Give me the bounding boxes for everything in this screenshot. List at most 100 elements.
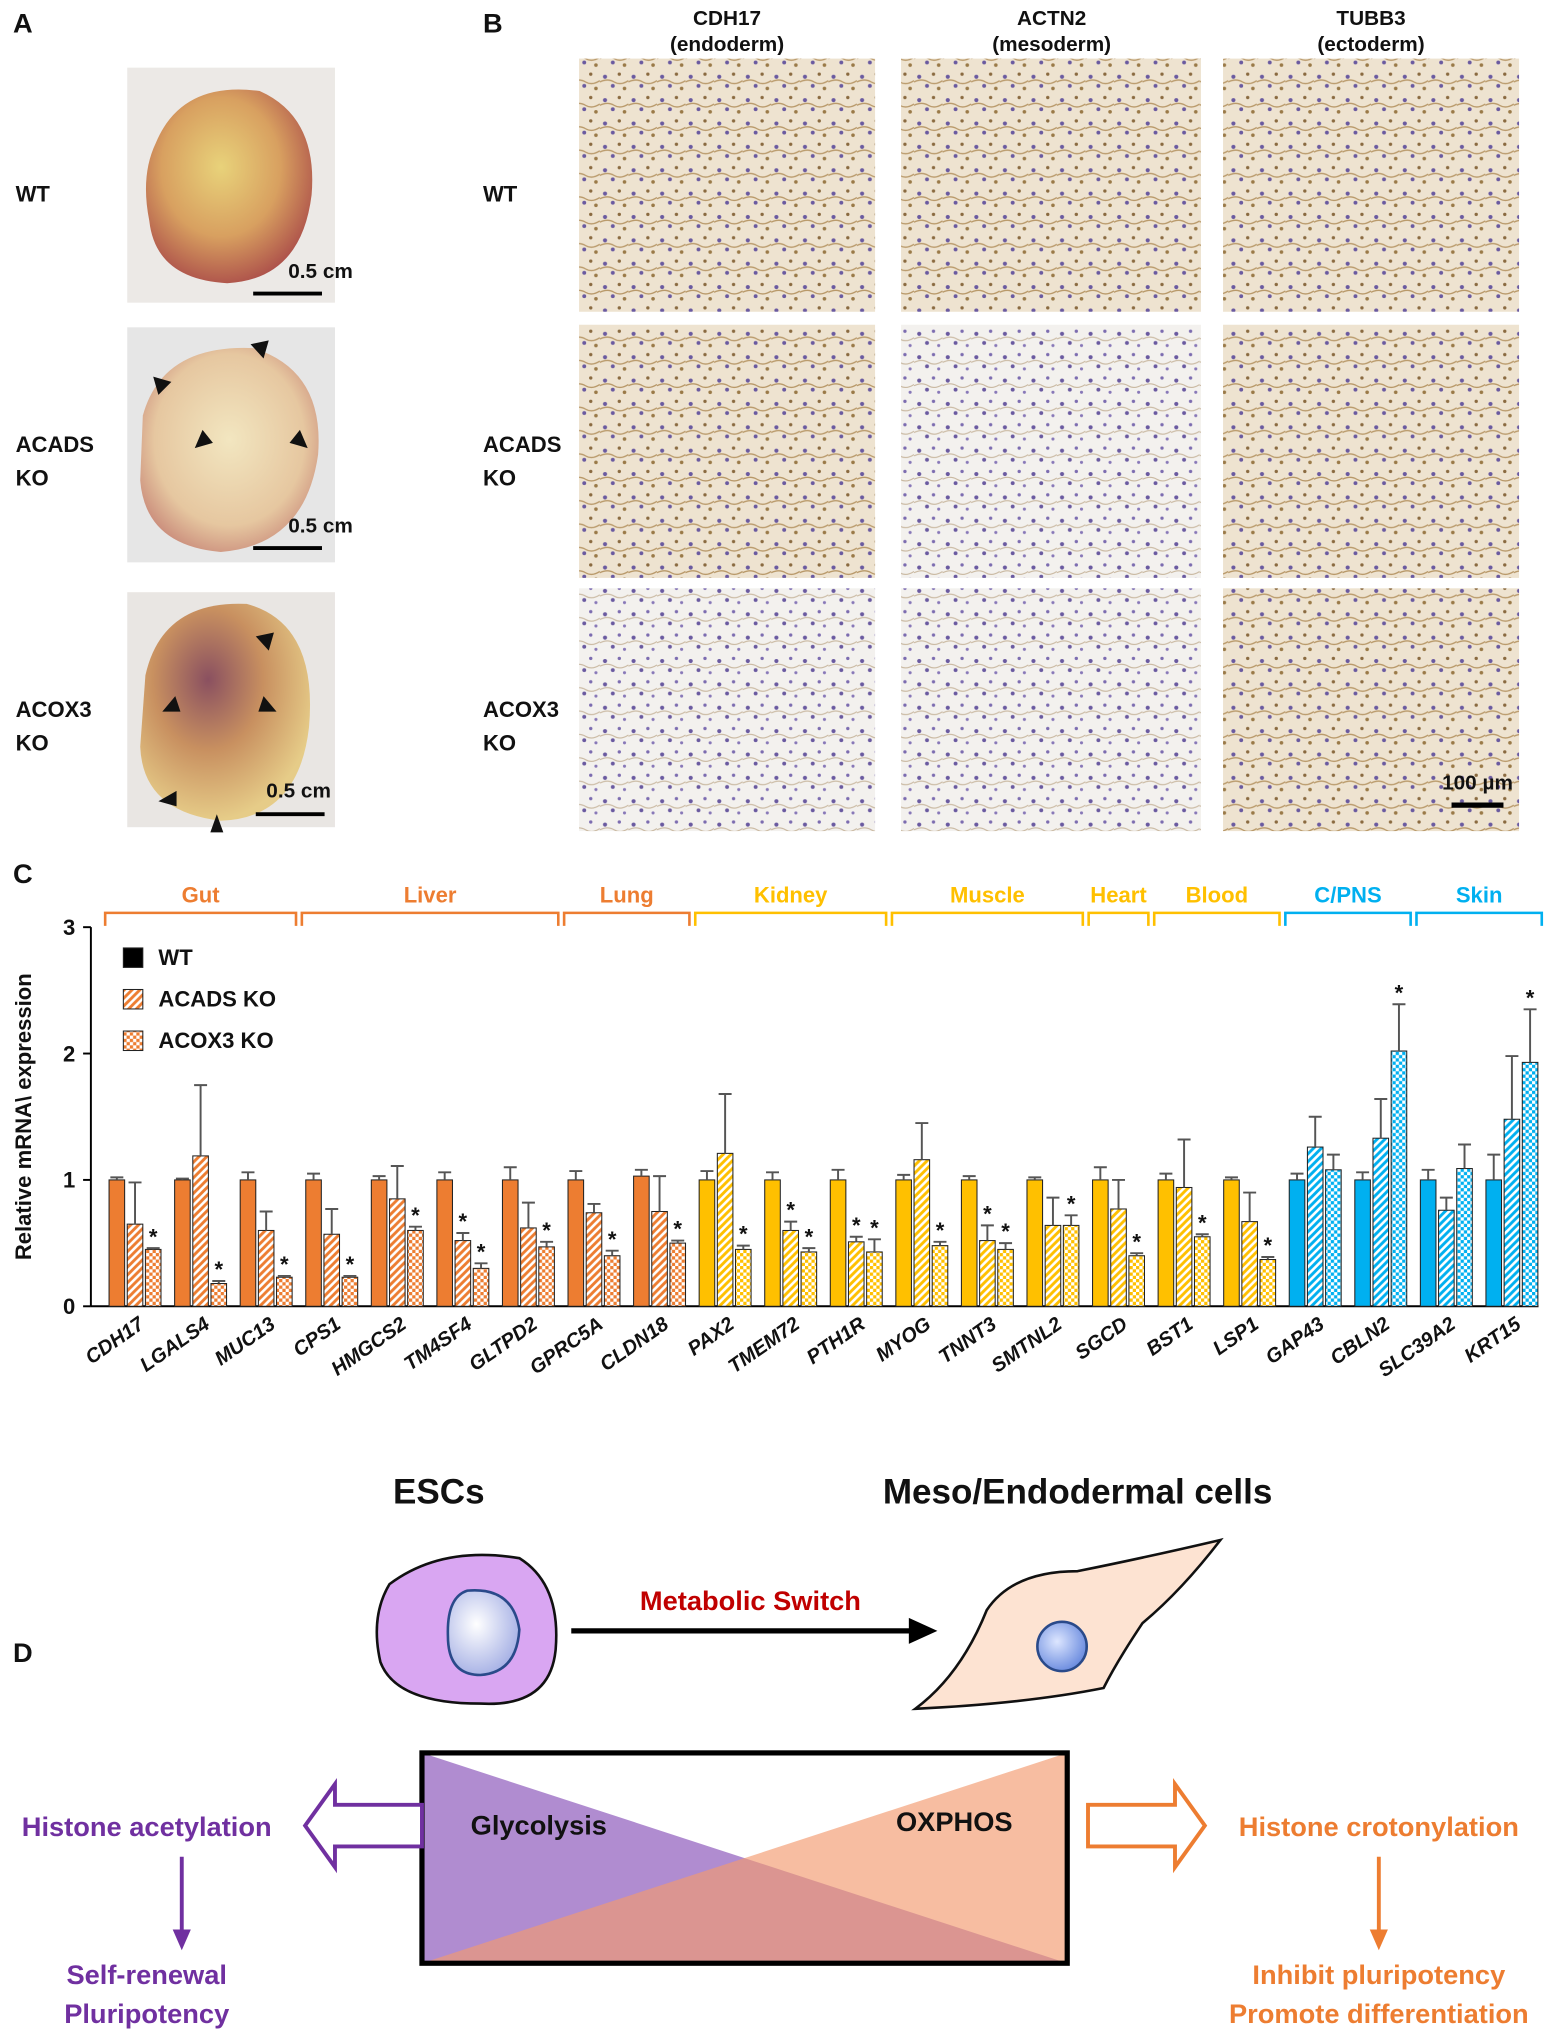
bar bbox=[501, 1179, 519, 1307]
significance: * bbox=[805, 1224, 814, 1249]
group-label: Blood bbox=[1186, 883, 1249, 908]
error-bar bbox=[766, 1171, 779, 1180]
micrograph bbox=[1223, 588, 1520, 832]
significance: * bbox=[608, 1227, 617, 1252]
error-bar bbox=[110, 1176, 124, 1180]
row-label: ACADS bbox=[483, 432, 561, 457]
group-label: Heart bbox=[1090, 883, 1147, 908]
error-bar bbox=[849, 1235, 863, 1242]
bar-chart: C Relative mRNA\ expression 0 1 2 3 Gut Liver Lu… bbox=[11, 858, 1544, 1382]
outcome: Inhibit pluripotency bbox=[1252, 1959, 1506, 1990]
error-bar bbox=[718, 1093, 732, 1154]
bar bbox=[1044, 1224, 1062, 1307]
error-bar bbox=[1487, 1153, 1501, 1180]
group-bracket bbox=[1087, 911, 1150, 926]
error-bar bbox=[999, 1242, 1013, 1250]
group-label: Gut bbox=[182, 883, 221, 908]
error-bar bbox=[241, 1171, 255, 1180]
error-bar bbox=[784, 1220, 798, 1231]
x-tick-label: SGCD bbox=[1072, 1313, 1132, 1364]
bar bbox=[1503, 1118, 1521, 1307]
group-bracket bbox=[1415, 911, 1544, 926]
hollow-arrow bbox=[1086, 1778, 1208, 1874]
error-bar bbox=[569, 1170, 583, 1180]
bar bbox=[800, 1251, 818, 1307]
bar bbox=[1288, 1179, 1306, 1307]
error-bar bbox=[521, 1201, 535, 1228]
significance: * bbox=[1526, 985, 1535, 1010]
bar bbox=[1390, 1050, 1408, 1307]
error-bar bbox=[1112, 1178, 1126, 1209]
scale-label: 0.5 cm bbox=[288, 260, 353, 283]
error-bar bbox=[503, 1166, 517, 1180]
legend-label: ACADS KO bbox=[158, 986, 276, 1011]
significance: * bbox=[1198, 1210, 1207, 1235]
group-label: Kidney bbox=[754, 883, 828, 908]
group-bracket bbox=[1284, 911, 1412, 926]
y-tick-label: 2 bbox=[63, 1041, 75, 1066]
metabolism-label: OXPHOS bbox=[896, 1806, 1013, 1837]
bar bbox=[669, 1242, 687, 1307]
error-bar bbox=[128, 1181, 142, 1225]
y-axis-label: Relative mRNA\ expression bbox=[11, 973, 36, 1260]
error-bar bbox=[1439, 1196, 1453, 1211]
error-bar bbox=[390, 1165, 404, 1199]
x-tick-label: BST1 bbox=[1143, 1313, 1198, 1361]
arrowhead bbox=[908, 1617, 938, 1644]
error-bar bbox=[1290, 1172, 1304, 1180]
x-tick-label: MYOG bbox=[872, 1313, 935, 1366]
error-bar bbox=[259, 1210, 273, 1231]
group-label: Lung bbox=[600, 883, 654, 908]
bar bbox=[144, 1248, 162, 1307]
bar bbox=[305, 1179, 322, 1307]
x-tick-label: HMGCS2 bbox=[327, 1313, 410, 1380]
metabolism-label: Glycolysis bbox=[471, 1810, 607, 1841]
transition-label: Metabolic Switch bbox=[640, 1585, 861, 1616]
bar bbox=[829, 1179, 847, 1307]
error-bar bbox=[915, 1122, 929, 1160]
error-bar bbox=[540, 1240, 554, 1247]
significance: * bbox=[542, 1218, 551, 1243]
bar bbox=[1521, 1061, 1539, 1307]
error-bar bbox=[438, 1171, 452, 1180]
column-layer: (ectoderm) bbox=[1317, 33, 1424, 56]
x-tick-label: PAX2 bbox=[684, 1313, 738, 1360]
error-bar bbox=[736, 1244, 750, 1250]
error-bar bbox=[372, 1175, 386, 1180]
row-label: KO bbox=[483, 731, 516, 756]
bar bbox=[1485, 1179, 1503, 1307]
x-tick-label: GPRC5A bbox=[526, 1313, 607, 1379]
group-bracket bbox=[1152, 911, 1281, 926]
bar bbox=[698, 1179, 716, 1307]
micrograph bbox=[579, 588, 876, 832]
error-bar bbox=[1421, 1168, 1435, 1180]
row-label: WT bbox=[16, 181, 51, 206]
row-label: KO bbox=[483, 466, 516, 491]
significance: * bbox=[477, 1239, 486, 1264]
error-bar bbox=[277, 1274, 291, 1278]
x-tick-label: SMTNL2 bbox=[988, 1313, 1067, 1377]
panel-label: B bbox=[483, 8, 503, 39]
bar bbox=[239, 1179, 257, 1307]
error-bar bbox=[212, 1280, 226, 1284]
error-bar bbox=[897, 1173, 911, 1180]
error-bar bbox=[408, 1225, 422, 1231]
bar bbox=[126, 1223, 144, 1307]
nucleus bbox=[1036, 1620, 1089, 1673]
box bbox=[419, 1750, 1070, 1966]
legend-label: ACOX3 KO bbox=[158, 1028, 273, 1053]
row-labels: WT ACADS KO ACOX3 KO bbox=[483, 181, 561, 755]
bar bbox=[538, 1246, 555, 1307]
bar bbox=[454, 1240, 472, 1307]
hollow-arrow bbox=[302, 1778, 424, 1874]
mark-label: Histone crotonylation bbox=[1239, 1811, 1519, 1842]
error-bar bbox=[587, 1202, 601, 1213]
bar bbox=[1092, 1179, 1109, 1307]
bar bbox=[1438, 1209, 1455, 1307]
error-bar bbox=[1308, 1115, 1322, 1148]
bar bbox=[1175, 1186, 1193, 1307]
bar bbox=[407, 1229, 424, 1307]
cell-title: ESCs bbox=[393, 1473, 485, 1512]
error-bar bbox=[1159, 1172, 1173, 1180]
